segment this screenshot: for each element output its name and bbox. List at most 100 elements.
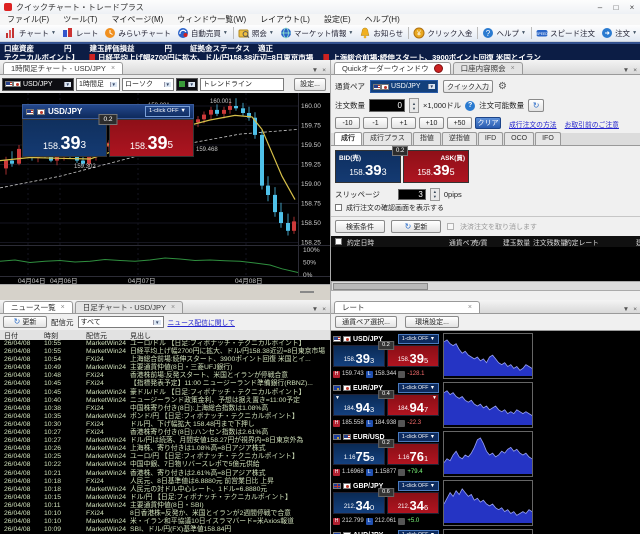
bid-price-button[interactable]: ▼ 184. 94 3 [333,394,385,416]
toolbar-button[interactable]: SPEED スピード注文 [536,28,596,38]
news-row[interactable]: 26/04/08 10:40 MarketWin24 ニュージーランド政策金利、予想は… [4,396,300,404]
ticker-headline[interactable]: 日経平均上げ幅2700円に拡大、ドル/円158.38近辺=8日東京市場 [98,54,314,62]
order-type-tab[interactable]: 成行プラス [363,132,412,145]
oneclick-toggle[interactable]: 1-click OFF ▼ [397,481,439,491]
column-header[interactable]: 日付 [4,333,18,340]
available-refresh-button[interactable]: ↻ [528,99,545,112]
tab-account-inquiry[interactable]: 口座内容照会 × [452,62,523,74]
horizontal-scrollbar[interactable] [331,281,640,291]
toolbar-button[interactable]: マーケット情報 ▼ [277,27,356,39]
ask-price-button[interactable]: 1.16 76 1 [387,443,439,465]
bid-order-button[interactable]: BID(売) 158.393 [335,150,401,183]
toolbar-button[interactable]: 照会 ▼ [235,27,277,39]
chevron-down-icon[interactable]: ▼ [311,306,319,313]
oneclick-toggle[interactable]: 1-click OFF ▼ [144,106,190,117]
news-row[interactable]: 26/04/08 10:15 MarketWin24 ドル/円 【日足:フィボナッチ・… [4,493,292,501]
order-type-tab[interactable]: 成行 [334,132,362,145]
column-header[interactable]: 注文残数量 [533,240,567,247]
bid-price-button[interactable]: 158. 39 3 [333,345,385,367]
select-all-checkbox[interactable] [335,238,342,245]
qty-input[interactable]: 0 [369,99,405,112]
tab-news-list[interactable]: ニュース一覧 × [3,301,73,313]
news-row[interactable]: 26/04/08 10:38 FXi24 中国株寄り付き(8日):上海総合指数は1.0… [4,404,269,412]
positions-refresh-button[interactable]: ↻ 更新 [391,220,441,233]
chart-settings-button[interactable]: 設定... [294,77,326,91]
order-pair-select[interactable]: USD/JPY ▼ [370,80,438,93]
confirm-checkbox[interactable] [335,204,342,211]
chart-type-select[interactable]: ローソク ▼ [122,77,174,91]
column-header[interactable]: 時刻 [44,333,58,340]
news-row[interactable]: 26/04/08 10:35 MarketWin24 ポンド/円 【日足:フィボナッチ… [4,412,299,420]
chart-resize-handle[interactable] [300,291,314,293]
news-info-link[interactable]: ニュース配信に関して [167,320,235,327]
order-type-tab[interactable]: IFD [477,132,504,145]
column-header[interactable]: 建玉数量 [503,240,531,247]
menu-item[interactable]: 設定(E) [323,15,351,24]
oneclick-toggle[interactable]: 1-click OFF ▼ [397,432,439,442]
ask-price-button[interactable]: 212. 34 6 [387,492,439,514]
scrollbar-thumb[interactable] [333,282,428,290]
rate-tile[interactable]: EUR/JPY 1-click OFF ▼ 0.4 ▼ 184. 94 3 ▼ 18… [333,382,639,428]
news-row[interactable]: 26/04/08 10:48 FXi24 香港株前場:反発スタート、米国とイランが停戦… [4,372,289,380]
gear-icon[interactable]: ⚙ [498,81,507,92]
qty-button[interactable]: -1 [363,117,388,129]
news-row[interactable]: 26/04/08 10:45 MarketWin24 豪ドル/ドル 【日足:フィボナッ… [4,388,306,396]
menu-item[interactable]: レイアウト(L) [260,15,310,24]
positions-table-body[interactable] [331,247,640,281]
column-header[interactable]: 見出し [130,333,151,340]
timeframe-select[interactable]: 1時間足 ▼ [76,77,120,91]
bid-price-button[interactable]: 158. 39 3 [22,119,107,157]
news-row[interactable]: 26/04/08 10:10 MarketWin24 米・イラン和平協議10日イスラマ… [4,518,294,526]
column-header[interactable]: 通貨ペア [449,240,477,247]
cancel-settle-checkbox[interactable] [447,223,454,230]
toolbar-button[interactable]: お知らせ [356,27,406,39]
chevron-down-icon[interactable]: ▼ [311,67,319,74]
close-icon[interactable]: × [322,306,326,313]
news-list[interactable]: 26/04/08 10:55 MarketWin24 ユーロ/ドル 【日足:フィボナッ… [0,340,330,534]
chart-scroll-strip[interactable] [0,284,330,301]
oneclick-toggle[interactable]: 1-click OFF ▼ [397,334,439,344]
qty-button[interactable]: +1 [391,117,416,129]
oneclick-toggle[interactable]: 1-click OFF ▼ [397,530,439,534]
news-refresh-button[interactable]: ↻ 更新 [3,316,47,328]
news-row[interactable]: 26/04/08 10:27 MarketWin24 ドル/円は続落、月間安値158.… [4,437,304,445]
tab-close-icon[interactable]: × [60,304,65,311]
ask-price-button[interactable]: 158. 39 5 [109,119,194,157]
news-row[interactable]: 26/04/08 10:45 FXi24 【指標発表予定】11:00 ニュージーランド… [4,380,313,388]
chart-pair-select[interactable]: USD/JPY ▼ [2,77,74,91]
news-row[interactable]: 26/04/08 10:09 MarketWin24 SBI、ドル/円(FX)基準値1… [4,526,232,534]
slippage-stepper[interactable]: ▲ ▼ [429,187,440,201]
qty-button[interactable]: +50 [447,117,472,129]
ask-price-button[interactable]: 158. 39 5 [387,345,439,367]
toolbar-button[interactable]: チャート ▼ [2,27,59,39]
slippage-input[interactable]: 3 [397,188,426,200]
news-row[interactable]: 26/04/08 10:30 FXi24 ドル円、下げ幅拡大 158.48円まで下押し [4,420,255,428]
news-row[interactable]: 26/04/08 10:18 FXi24 人民元、8日基準値は6.8880元 前営業日… [4,477,274,485]
news-row[interactable]: 26/04/08 10:11 MarketWin24 主要通貨仲値(8日・SBI) [4,501,204,509]
tab-close-icon[interactable]: × [170,304,176,311]
bid-price-button[interactable]: 1.16 75 9 [333,443,385,465]
menu-item[interactable]: マイページ(M) [111,15,164,24]
bid-price-button[interactable]: 212. 34 0 [333,492,385,514]
news-row[interactable]: 26/04/08 10:55 MarketWin24 ユーロ/ドル 【日足:フィボナッ… [4,340,306,347]
news-row[interactable]: 26/04/08 10:22 MarketWin24 中国中銀、7日物リバースレポで5… [4,461,260,469]
qty-button[interactable]: -10 [335,117,360,129]
quick-input-button[interactable]: クイック入力 [443,80,493,93]
column-header[interactable]: 約定日時 [347,240,375,247]
close-button[interactable]: × [629,2,635,12]
maximize-button[interactable]: □ [613,2,619,12]
toolbar-button[interactable]: みらいチャート [101,27,173,39]
tab-hourly-chart[interactable]: 1時間足チャート - USD/JPY × [3,62,124,74]
menu-item[interactable]: ファイル(F) [7,15,50,24]
rate-tile[interactable]: AUD/JPY 1-click OFF ▼ H L [333,529,639,534]
help-icon[interactable]: ? [465,100,476,111]
chevron-down-icon[interactable]: ▼ [622,67,630,74]
tab-close-icon[interactable] [433,64,443,73]
draw-tool-select[interactable]: トレンドライン [200,77,284,91]
minimize-button[interactable]: – [597,2,603,12]
news-row[interactable]: 26/04/08 10:26 MarketWin24 上海株、寄り付きは1.08%高=… [4,445,266,453]
news-row[interactable]: 26/04/08 10:49 MarketWin24 主要通貨仲値(8日・三菱UFJ銀… [4,364,233,372]
qty-stepper[interactable]: ▲ ▼ [409,98,419,113]
market-order-help-link[interactable]: 成行注文の方法 [509,122,557,129]
close-icon[interactable]: × [633,67,637,74]
